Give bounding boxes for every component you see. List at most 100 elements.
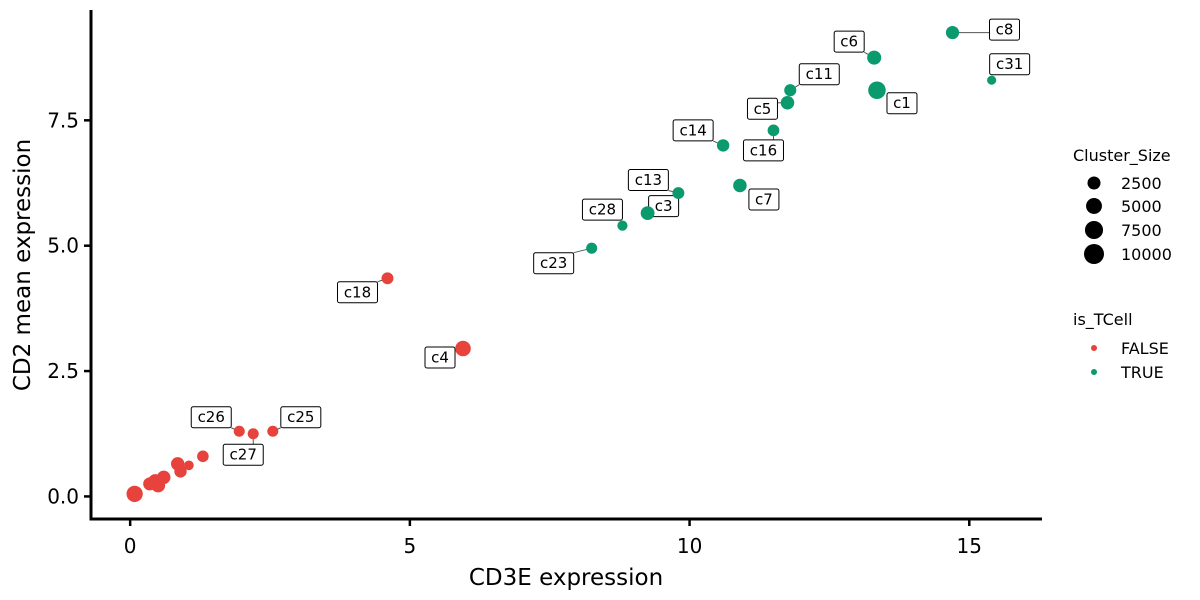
label-box xyxy=(190,406,232,429)
point-label-c5: c5 xyxy=(746,97,788,120)
x-tick-label: 15 xyxy=(957,534,982,558)
legend-size-label: 7500 xyxy=(1121,221,1162,240)
label-text: c11 xyxy=(806,65,833,83)
data-point-c14 xyxy=(716,139,730,152)
y-tick-label: 2.5 xyxy=(47,359,79,383)
data-point-c23 xyxy=(586,242,598,254)
data-point-c18 xyxy=(381,272,394,285)
label-box xyxy=(988,18,1020,41)
label-box xyxy=(648,195,680,218)
label-layer: c8 c6 c1 c31 c11 c5 c16 c14 c7 c13 c3 c28 c23 c18 c4 c2… xyxy=(190,18,1031,466)
data-point xyxy=(126,485,143,503)
y-tick-label: 0.0 xyxy=(47,484,79,508)
legend-size-key xyxy=(1087,176,1101,190)
point-label-c6: c6 xyxy=(833,30,875,59)
point-label-c31: c31 xyxy=(989,53,1031,76)
label-text: c23 xyxy=(540,254,567,272)
point-label-c4: c4 xyxy=(424,346,456,369)
x-tick-label: 10 xyxy=(677,534,702,558)
data-point-c27 xyxy=(247,428,259,440)
point-label-c11: c11 xyxy=(790,63,840,91)
data-point-c11 xyxy=(784,84,797,97)
x-tick-label: 5 xyxy=(403,534,416,558)
label-text: c8 xyxy=(996,21,1014,39)
data-point-c26 xyxy=(233,425,245,437)
y-axis-title: CD2 mean expression xyxy=(10,139,36,391)
label-box xyxy=(627,169,669,192)
label-box xyxy=(336,281,378,304)
label-text: c25 xyxy=(287,408,314,426)
point-label-c1: c1 xyxy=(886,92,918,115)
legend-color-key-false xyxy=(1091,345,1097,351)
legend: Cluster_Size is_TCell 2500 5000 7500 10000 F… xyxy=(1073,146,1172,382)
label-box xyxy=(581,198,623,221)
data-point-c6 xyxy=(867,50,882,65)
label-box xyxy=(280,406,322,429)
point-label-c23: c23 xyxy=(533,247,592,275)
label-box xyxy=(424,346,456,369)
point-label-c13: c13 xyxy=(627,169,679,194)
label-text: c13 xyxy=(635,171,662,189)
label-text: c18 xyxy=(344,283,371,301)
point-label-c14: c14 xyxy=(672,119,724,146)
data-point-c1 xyxy=(868,81,886,100)
legend-size-label: 2500 xyxy=(1121,174,1162,193)
label-box xyxy=(989,53,1031,76)
label-text: c7 xyxy=(755,191,773,209)
label-box xyxy=(742,139,784,162)
point-label-c27: c27 xyxy=(222,433,264,466)
label-text: c6 xyxy=(840,33,858,51)
point-label-c18: c18 xyxy=(336,277,388,304)
label-text: c5 xyxy=(754,100,772,118)
legend-color-key-true xyxy=(1091,369,1097,375)
label-text: c31 xyxy=(996,55,1023,73)
label-text: c1 xyxy=(893,94,911,112)
axes xyxy=(89,10,1042,521)
data-point-c13 xyxy=(672,187,685,200)
point-label-c8: c8 xyxy=(952,18,1020,41)
data-point-c4 xyxy=(455,340,471,357)
label-box xyxy=(746,97,778,120)
legend-size-label: 10000 xyxy=(1121,245,1172,264)
data-point-c3 xyxy=(640,206,655,220)
label-box xyxy=(748,188,780,211)
legend-color-title: is_TCell xyxy=(1073,310,1133,330)
data-point-c25 xyxy=(267,425,279,437)
data-point-c7 xyxy=(733,178,747,193)
data-point xyxy=(174,465,187,478)
data-point-c28 xyxy=(617,220,628,231)
legend-size-title: Cluster_Size xyxy=(1073,146,1171,166)
legend-size-key xyxy=(1084,244,1104,264)
y-tick-label: 7.5 xyxy=(47,108,79,132)
data-point-c31 xyxy=(987,75,997,85)
legend-size-key xyxy=(1086,198,1102,214)
label-text: c3 xyxy=(655,197,673,215)
data-point-c16 xyxy=(767,124,780,137)
data-point xyxy=(197,450,209,463)
label-text: c4 xyxy=(431,348,449,366)
data-point-c5 xyxy=(780,96,795,110)
label-box xyxy=(672,119,714,142)
y-tick-label: 5.0 xyxy=(47,234,79,258)
legend-color-label: FALSE xyxy=(1121,339,1169,358)
data-point xyxy=(143,477,157,491)
points-layer xyxy=(126,25,997,503)
label-text: c16 xyxy=(750,141,777,159)
label-box xyxy=(222,443,264,466)
label-box xyxy=(533,252,575,275)
legend-color-label: TRUE xyxy=(1120,363,1164,382)
x-tick-label: 0 xyxy=(124,534,137,558)
legend-size-key xyxy=(1084,220,1104,240)
point-label-c16: c16 xyxy=(742,130,784,162)
x-axis-title: CD3E expression xyxy=(469,565,663,591)
point-label-c3: c3 xyxy=(648,195,680,218)
data-point xyxy=(156,470,171,485)
legend-size-label: 5000 xyxy=(1121,197,1162,216)
data-point-c8 xyxy=(945,25,960,40)
ticks: 0 5 10 15 0.0 2.5 5.0 7.5 xyxy=(47,108,982,558)
label-box xyxy=(833,30,865,53)
label-text: c27 xyxy=(230,446,257,464)
label-text: c14 xyxy=(679,121,706,139)
label-text: c26 xyxy=(198,408,225,426)
